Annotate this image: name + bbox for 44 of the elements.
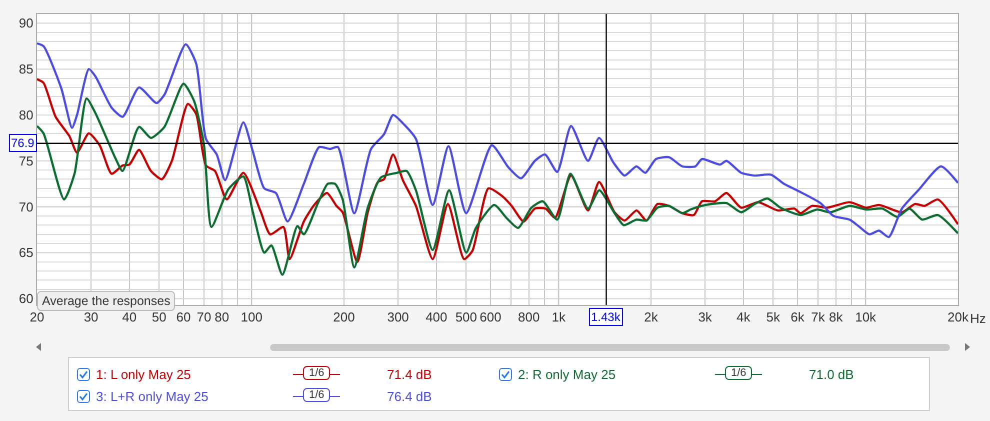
x-tick-label: 400 — [426, 310, 448, 325]
x-tick-label: 3k — [698, 310, 712, 325]
x-tick-label: 500 — [455, 310, 478, 325]
text: 1: L only May 25 — [96, 366, 191, 382]
y-tick-label: 70 — [18, 199, 34, 214]
x-axis-title: Hz — [970, 311, 986, 326]
x-tick-label: 80 — [214, 310, 230, 325]
x-tick-label: 20 — [30, 310, 44, 325]
text: 3: L+R only May 25 — [96, 388, 208, 404]
x-tick-label: 50 — [152, 310, 166, 325]
x-tick-label: 20k — [948, 310, 969, 325]
ref-line-label: 1.43k — [591, 310, 622, 324]
ref-line-label: 76.9 — [11, 136, 35, 150]
x-tick-label: 5k — [766, 310, 781, 325]
x-tick-label: 200 — [333, 310, 355, 325]
x-tick-label: 1k — [552, 310, 566, 325]
x-tick-label: 70 — [196, 310, 212, 325]
text: 76.4 dB — [387, 388, 432, 406]
text: 2: R only May 25 — [518, 366, 616, 382]
x-tick-label: 30 — [84, 310, 98, 325]
x-tick-label: 100 — [240, 310, 262, 325]
y-tick-label: 60 — [18, 291, 34, 306]
x-tick-label: 40 — [122, 310, 137, 325]
y-tick-label: 85 — [18, 62, 34, 77]
text: 71.0 dB — [809, 366, 854, 384]
button: Average the responses — [37, 291, 176, 311]
x-tick-label: 6k — [790, 310, 805, 325]
y-tick-label: 90 — [18, 16, 34, 31]
x-tick-label: 60 — [176, 310, 191, 325]
x-tick-label: 4k — [736, 310, 751, 325]
y-tick-label: 65 — [18, 245, 34, 260]
x-tick-label: 8k — [828, 310, 844, 325]
x-tick-label: 7k — [811, 310, 826, 325]
text: 1/6 — [725, 366, 752, 380]
x-tick-label: 300 — [387, 310, 409, 325]
x-tick-label: 600 — [480, 310, 502, 325]
x-tick-label: 2k — [644, 310, 658, 325]
y-tick-label: 75 — [18, 153, 34, 168]
y-tick-label: 80 — [18, 108, 34, 123]
x-tick-label: 10k — [855, 310, 877, 325]
x-tick-label: 800 — [518, 310, 540, 325]
text: 1/6 — [303, 366, 330, 380]
text: 1/6 — [303, 388, 330, 402]
text: 71.4 dB — [387, 366, 432, 384]
